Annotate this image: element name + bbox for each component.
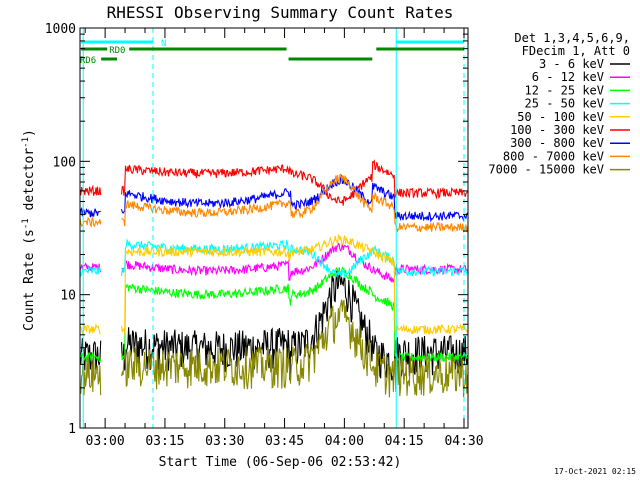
y-axis-label-sup1: -1 [21, 218, 31, 229]
legend-entry-12-25-kev-label: 12 - 25 keV [525, 83, 604, 97]
legend-entry-3-6-kev-label: 3 - 6 keV [539, 57, 604, 71]
legend-entry-50-100-kev-label: 50 - 100 keV [517, 110, 604, 124]
annotation-label-n: N [161, 39, 166, 49]
legend-entry-7000-15000-kev-label: 7000 - 15000 keV [488, 163, 604, 177]
y-tick-label-1000: 1000 [45, 22, 76, 37]
plot-frame [79, 27, 469, 429]
x-tick-label-0315: 03:15 [145, 434, 184, 449]
annotation-label-rd0: RD0 [109, 46, 125, 56]
legend-entry-800-7000-kev-label: 800 - 7000 keV [503, 149, 604, 163]
x-tick-label-0345: 03:45 [265, 434, 304, 449]
x-axis-label: Start Time (06-Sep-06 02:53:42) [159, 455, 402, 470]
y-axis-label-end: ) [22, 129, 37, 137]
axes-group: 1 10 100 1000 03:00 03:15 03:30 03:45 04:00 04:15… [45, 22, 484, 449]
annotation-label-rd6: RD6 [80, 56, 96, 66]
y-tick-label-10: 10 [60, 289, 76, 304]
legend-header-line-2: FDecim 1, Att 0 [522, 44, 630, 58]
annotation-group: N RD0 RD6 [80, 28, 465, 428]
y-axis-label: Count Rate (s-1 detector-1) [21, 129, 37, 331]
x-tick-label-0300: 03:00 [86, 434, 125, 449]
x-tick-label-0400: 04:00 [325, 434, 364, 449]
annotation-label-bg-rd0 [107, 44, 130, 54]
x-tick-label-0330: 03:30 [205, 434, 244, 449]
legend-header-line-1: Det 1,3,4,5,6,9, [514, 31, 630, 45]
legend-entry-25-50-kev-label: 25 - 50 keV [525, 97, 604, 111]
legend: Det 1,3,4,5,6,9, FDecim 1, Att 0 3 - 6 k… [488, 31, 630, 177]
y-tick-label-100: 100 [53, 155, 76, 170]
y-axis-label-mid: detector [22, 148, 37, 219]
legend-entry-6-12-kev-label: 6 - 12 keV [532, 70, 604, 84]
legend-entry-100-300-kev-label: 100 - 300 keV [510, 123, 604, 137]
y-tick-label-1: 1 [68, 422, 76, 437]
chart-title: RHESSI Observing Summary Count Rates [107, 3, 454, 22]
y-axis-label-sup2: -1 [21, 137, 31, 148]
footer-date: 17-Oct-2021 02:15 [554, 467, 636, 476]
x-tick-label-0415: 04:15 [385, 434, 424, 449]
y-axis-label-main: Count Rate (s [22, 229, 37, 331]
x-tick-label-0430: 04:30 [444, 434, 483, 449]
legend-entry-300-800-kev-label: 300 - 800 keV [510, 136, 604, 150]
